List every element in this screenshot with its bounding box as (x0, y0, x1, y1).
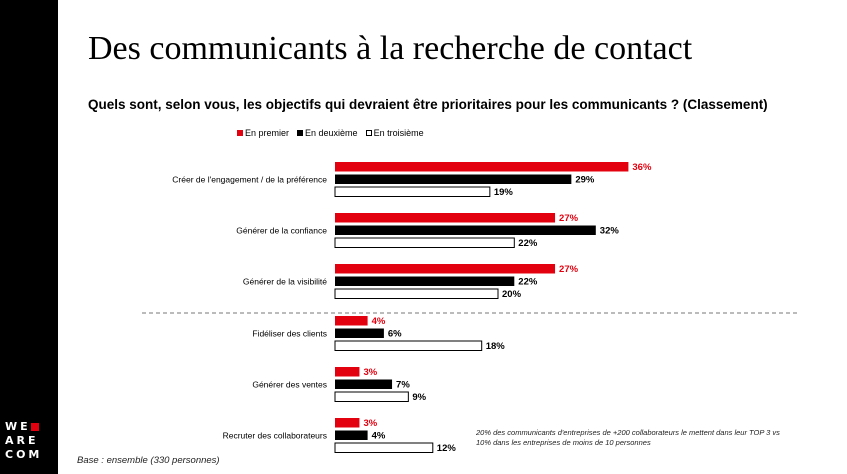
bar (334, 442, 434, 453)
bar (334, 237, 515, 248)
legend-label: En troisième (373, 128, 424, 138)
bar (334, 340, 483, 351)
legend-item-3: En troisième (365, 128, 424, 138)
bar (335, 162, 629, 172)
footnote-line-2: 10% dans les entreprises de moins de 10 … (476, 438, 651, 447)
value-label: 4% (372, 431, 386, 442)
bar-group: Créer de l'engagement / de la préférence… (172, 162, 652, 198)
base-note: Base : ensemble (330 personnes) (77, 455, 220, 466)
bar (335, 276, 515, 286)
logo-line-3: COM (5, 448, 43, 461)
bar (335, 316, 368, 326)
logo-line-1: WE (5, 420, 31, 433)
category-label: Générer de la visibilité (243, 276, 327, 286)
value-label: 36% (632, 162, 652, 173)
category-label: Fidéliser des clients (252, 328, 327, 338)
bar-group: Recruter des collaborateurs 3% 4% 12% (223, 418, 457, 454)
value-label: 9% (412, 392, 426, 403)
value-label: 22% (518, 277, 538, 288)
bar-group: Générer des ventes 3% 7%9% (252, 367, 427, 403)
value-label: 29% (575, 175, 595, 186)
legend-swatch (297, 130, 304, 136)
bar-group: Fidéliser des clients 4%6% 18% (252, 316, 505, 352)
legend-swatch (237, 130, 243, 136)
value-label: 6% (388, 329, 402, 340)
bar (335, 213, 556, 223)
bar (334, 391, 409, 402)
logo-line-2: ARE (5, 434, 39, 447)
category-label: Recruter des collaborateurs (223, 430, 327, 440)
value-label: 27% (559, 264, 579, 275)
legend-label: En premier (245, 128, 290, 138)
bar (335, 367, 360, 377)
value-label: 20% (502, 289, 522, 300)
bar (335, 264, 556, 274)
bar (335, 174, 572, 184)
logo-red-square-1 (30, 423, 39, 431)
bar (335, 225, 596, 235)
value-label: 4% (372, 316, 386, 327)
bar (335, 379, 393, 389)
category-label: Générer des ventes (252, 379, 327, 389)
legend-item-1: En premier (237, 128, 289, 138)
value-label: 3% (363, 418, 377, 429)
left-brand-bar: WE ARE COM (0, 0, 58, 474)
bar (335, 328, 384, 338)
value-label: 18% (486, 341, 506, 352)
bar (335, 418, 360, 428)
footnote-line-1: 20% des communicants d'entreprises de +2… (476, 428, 780, 437)
footnote: 20% des communicants d'entreprises de +2… (476, 428, 780, 448)
bar (335, 430, 368, 440)
legend-label: En deuxième (305, 128, 358, 138)
chart-legend: En premier En deuxième En troisième (237, 128, 424, 138)
legend-item-2: En deuxième (297, 128, 358, 138)
bar (334, 288, 499, 299)
value-label: 19% (494, 187, 514, 198)
slide-title: Des communicants à la recherche de conta… (88, 30, 693, 67)
value-label: 12% (437, 443, 457, 454)
bar-group: Générer de la confiance 27% 32% 22% (236, 213, 619, 249)
value-label: 7% (396, 380, 410, 391)
category-label: Créer de l'engagement / de la préférence (172, 174, 327, 184)
bar (334, 186, 491, 197)
slide-subtitle: Quels sont, selon vous, les objectifs qu… (88, 97, 768, 112)
bar-group: Générer de la visibilité 27% 22%20% (243, 264, 579, 300)
value-label: 32% (600, 226, 620, 237)
category-label: Générer de la confiance (236, 225, 327, 235)
value-label: 27% (559, 213, 579, 224)
value-label: 3% (363, 367, 377, 378)
brand-logo: WE ARE COM (5, 420, 53, 462)
value-label: 22% (518, 238, 538, 249)
legend-swatch (365, 130, 372, 136)
